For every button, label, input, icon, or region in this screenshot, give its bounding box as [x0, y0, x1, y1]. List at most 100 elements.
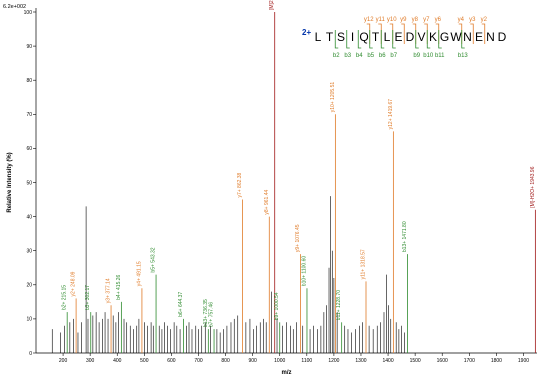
b-ion-bracket [380, 30, 385, 49]
b-ion-label: b3 [344, 53, 351, 59]
sequence-residue: N [463, 30, 472, 44]
x-tick-label: 600 [167, 358, 176, 364]
b-ion-bracket [426, 30, 431, 49]
charge-label: 2+ [302, 28, 311, 37]
peak-label: y7+ 862.38 [237, 172, 243, 197]
peak-label: y11+ 1318.57 [361, 249, 367, 279]
x-tick-label: 1700 [464, 358, 475, 364]
y-ion-label: y2 [481, 17, 488, 23]
y-ion-label: y8 [412, 17, 419, 23]
sequence-residue: L [384, 30, 391, 44]
peak-label: b10+ 1100.60 [301, 256, 307, 287]
x-tick-label: 1100 [301, 358, 312, 364]
peak-label: y8+ 961.44 [264, 189, 270, 214]
peak-label: b5+ 543.32 [151, 247, 157, 272]
x-tick-label: 1800 [491, 358, 502, 364]
peak-label: b13+ 1471.80 [402, 221, 408, 252]
b-ion-bracket [392, 30, 396, 49]
peak-label: y12+ 1419.67 [388, 99, 394, 130]
peak-label: [M]-H2O+ 1943.96 [530, 166, 536, 207]
scale-label: 6.2e+002 [3, 4, 26, 10]
sequence-residue: K [429, 30, 437, 44]
y-ion-label: y12 [364, 17, 374, 23]
b-ion-label: b7 [390, 53, 397, 59]
sequence-residue: N [486, 30, 495, 44]
peak-label: y4+ 491.15 [136, 261, 142, 286]
y-tick-label: 90 [26, 44, 32, 50]
y-tick-label: 100 [24, 10, 33, 16]
sequence-residue: V [417, 30, 425, 44]
sequence-residue: E [475, 30, 483, 44]
y-tick-label: 20 [26, 283, 32, 289]
y-tick-label: 40 [26, 214, 32, 220]
b-ion-bracket [369, 30, 373, 49]
y-tick-label: 30 [26, 249, 32, 255]
x-tick-label: 1500 [410, 358, 421, 364]
peak-label: y9+ 1076.45 [295, 224, 301, 252]
b-ion-bracket [357, 30, 362, 49]
b-ion-bracket [415, 30, 419, 49]
y-tick-label: 0 [29, 351, 32, 357]
minor-peaks [51, 196, 405, 353]
y-ion-label: y7 [423, 17, 430, 23]
peak-label: b11+ 1228.70 [336, 290, 342, 321]
x-tick-label: 800 [221, 358, 230, 364]
b-ion-label: b10 [423, 53, 434, 59]
y-ion-label: y11 [376, 17, 386, 23]
y-tick-label: 70 [26, 112, 32, 118]
sequence-residue: L [315, 30, 322, 44]
y-ion-bracket [470, 23, 474, 44]
x-tick-label: 1000 [274, 358, 285, 364]
sequence-residue: E [394, 30, 402, 44]
peak-label: b2+ 215.15 [62, 285, 68, 310]
sequence-residue: S [337, 30, 345, 44]
x-tick-label: 300 [86, 358, 95, 364]
x-tick-label: 1900 [518, 358, 529, 364]
x-tick-label: 400 [113, 358, 122, 364]
sequence-residue: I [351, 30, 354, 44]
x-axis-title: m/z [281, 370, 291, 376]
y-ion-label: y3 [469, 17, 476, 23]
y-ion-bracket [481, 23, 486, 44]
b-ion-label: b6 [379, 53, 386, 59]
sequence-residue: W [450, 30, 462, 44]
b-ion-label: b2 [333, 53, 340, 59]
b-ion-label: b5 [367, 53, 374, 59]
b-ion-bracket [438, 30, 442, 49]
b-ion-label: b13 [458, 53, 469, 59]
peak-label: [M]2+ 981.48 [269, 0, 275, 10]
peak-label: b6+ 644.37 [178, 292, 184, 317]
y-tick-label: 60 [26, 146, 32, 152]
sequence-residue: G [440, 30, 449, 44]
b-ion-bracket [461, 30, 465, 49]
y-ion-bracket [401, 23, 405, 44]
peak-label: b13+ 736.35 [203, 299, 209, 327]
y-ion-label: y10 [387, 17, 397, 23]
x-tick-label: 200 [59, 358, 68, 364]
sequence-residue: T [326, 30, 334, 44]
y-tick-label: 80 [26, 78, 32, 84]
b-ion-label: b4 [356, 53, 363, 59]
y-ion-label: y4 [458, 17, 465, 23]
b-ion-label: b11 [435, 53, 445, 59]
y-ion-label: y9 [400, 17, 407, 23]
sequence-residue: D [498, 30, 507, 44]
peak-label: b3+ 302.17 [85, 285, 91, 310]
sequence-residue: T [372, 30, 380, 44]
peak-label: b9+ 1000.54 [274, 292, 280, 320]
sequence-residue: Q [359, 30, 368, 44]
b-ion-bracket [346, 30, 350, 49]
x-tick-label: 1200 [328, 358, 339, 364]
b-ion-label: b9 [413, 53, 420, 59]
axes: 0 10 20 30 40 50 60 70 80 90 100 200 300 400 500 600 700… [3, 4, 537, 376]
peak-label: b4+ 415.26 [116, 274, 122, 299]
x-tick-label: 700 [194, 358, 203, 364]
x-tick-label: 1600 [437, 358, 448, 364]
sequence-residue: D [406, 30, 415, 44]
x-tick-label: 1400 [382, 358, 393, 364]
peak-label: y10+ 1205.51 [330, 82, 336, 113]
peak-label: b7+ 757.46 [209, 302, 215, 327]
x-tick-label: 1300 [355, 358, 366, 364]
